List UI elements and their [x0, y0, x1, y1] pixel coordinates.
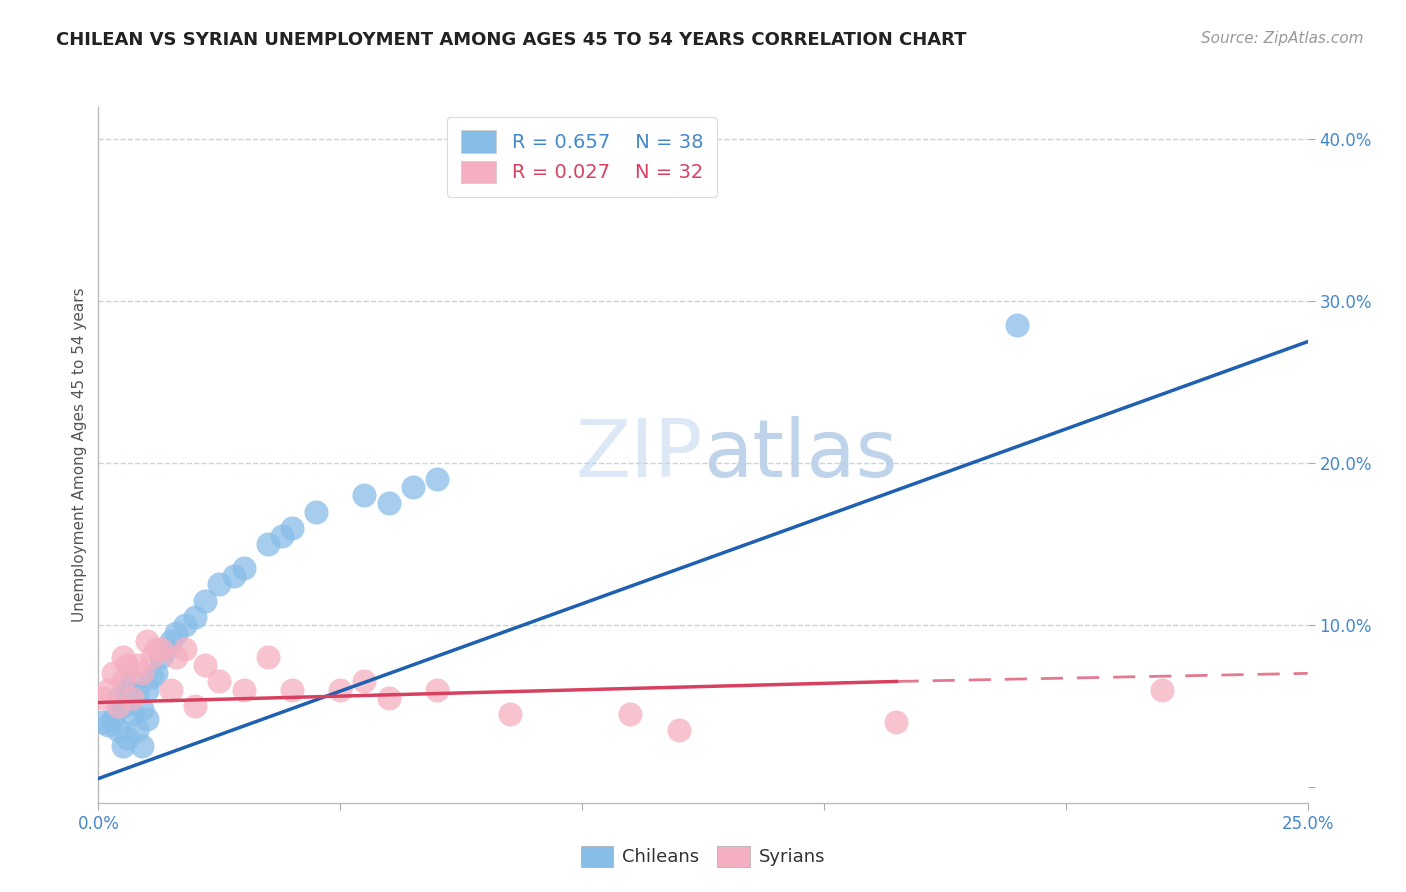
Point — [101, 666, 124, 681]
Point — [91, 714, 114, 729]
Point — [377, 690, 399, 705]
Point — [256, 650, 278, 665]
Point — [886, 714, 908, 729]
Point — [165, 650, 187, 665]
Text: Source: ZipAtlas.com: Source: ZipAtlas.com — [1201, 31, 1364, 46]
Point — [111, 674, 134, 689]
Point — [135, 634, 157, 648]
Point — [222, 569, 245, 583]
Point — [619, 706, 641, 721]
Point — [281, 682, 304, 697]
Point — [121, 706, 143, 721]
Point — [150, 642, 173, 657]
Point — [353, 488, 375, 502]
Point — [145, 642, 167, 657]
Point — [111, 650, 134, 665]
Point — [1007, 318, 1029, 333]
Y-axis label: Unemployment Among Ages 45 to 54 years: Unemployment Among Ages 45 to 54 years — [72, 287, 87, 623]
Point — [160, 634, 183, 648]
Point — [426, 472, 449, 486]
Point — [402, 480, 425, 494]
Point — [107, 723, 129, 737]
Point — [160, 682, 183, 697]
Point — [232, 561, 254, 575]
Point — [145, 666, 167, 681]
Point — [184, 609, 207, 624]
Point — [232, 682, 254, 697]
Point — [184, 698, 207, 713]
Point — [305, 504, 328, 518]
Point — [668, 723, 690, 737]
Point — [1152, 682, 1174, 697]
Text: ZIP: ZIP — [575, 416, 703, 494]
Point — [107, 698, 129, 713]
Point — [194, 658, 217, 673]
Point — [135, 712, 157, 726]
Point — [498, 706, 520, 721]
Point — [208, 577, 231, 591]
Point — [91, 690, 114, 705]
Point — [141, 670, 163, 684]
Point — [150, 650, 173, 665]
Point — [271, 529, 294, 543]
Point — [111, 698, 134, 713]
Point — [135, 682, 157, 697]
Point — [111, 739, 134, 754]
Point — [165, 626, 187, 640]
Point — [127, 686, 149, 700]
Point — [141, 650, 163, 665]
Point — [174, 617, 197, 632]
Point — [131, 666, 153, 681]
Point — [329, 682, 352, 697]
Point — [131, 702, 153, 716]
Point — [155, 642, 177, 657]
Point — [353, 674, 375, 689]
Point — [97, 718, 120, 732]
Point — [281, 521, 304, 535]
Point — [256, 537, 278, 551]
Point — [117, 658, 139, 673]
Point — [174, 642, 197, 657]
Point — [208, 674, 231, 689]
Legend: R = 0.657    N = 38, R = 0.027    N = 32: R = 0.657 N = 38, R = 0.027 N = 32 — [447, 117, 717, 196]
Legend: Chileans, Syrians: Chileans, Syrians — [574, 838, 832, 874]
Point — [194, 593, 217, 607]
Point — [127, 723, 149, 737]
Point — [426, 682, 449, 697]
Point — [117, 682, 139, 697]
Point — [101, 712, 124, 726]
Text: atlas: atlas — [703, 416, 897, 494]
Point — [107, 690, 129, 705]
Point — [121, 674, 143, 689]
Point — [121, 690, 143, 705]
Point — [117, 731, 139, 745]
Point — [97, 682, 120, 697]
Text: CHILEAN VS SYRIAN UNEMPLOYMENT AMONG AGES 45 TO 54 YEARS CORRELATION CHART: CHILEAN VS SYRIAN UNEMPLOYMENT AMONG AGE… — [56, 31, 967, 49]
Point — [131, 739, 153, 754]
Point — [377, 496, 399, 510]
Point — [127, 658, 149, 673]
